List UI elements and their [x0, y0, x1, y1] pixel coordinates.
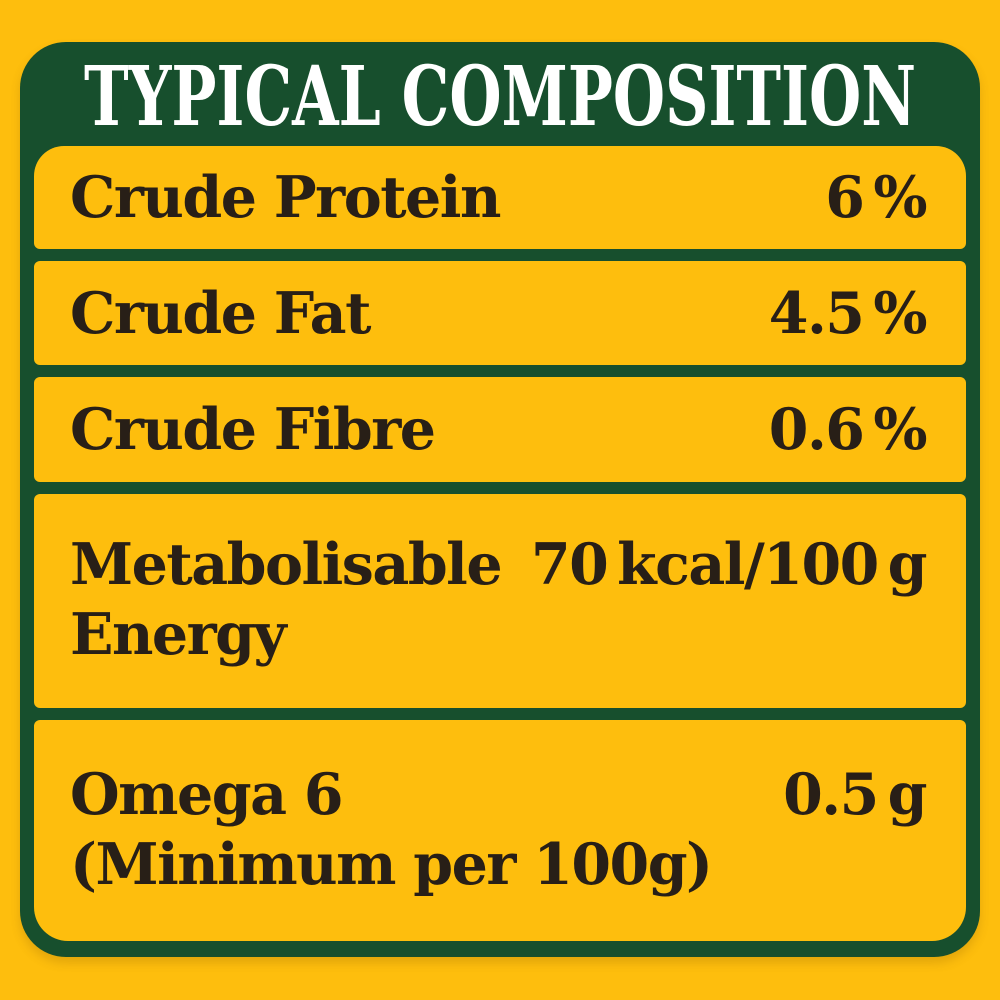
- row-label: Crude Fat: [70, 279, 371, 347]
- panel-title-graphic: TYPICAL COMPOSITION: [84, 49, 916, 145]
- row-label-text: Crude Protein: [70, 164, 501, 231]
- composition-table: Crude Protein 6 % Crude Fat 4.5 % Crude …: [34, 146, 966, 941]
- table-row-crude-fibre: Crude Fibre 0.6 %: [34, 377, 966, 482]
- row-label-text: Omega 6: [70, 761, 344, 828]
- row-label-text: Energy: [70, 601, 287, 668]
- row-label: Crude Fibre: [70, 396, 436, 463]
- composition-panel: TYPICAL COMPOSITION Crude Protein 6 % Cr…: [20, 42, 980, 957]
- row-label: Metabolisable Energy: [70, 530, 503, 670]
- panel-header: TYPICAL COMPOSITION: [34, 42, 966, 146]
- row-value: 6 %: [825, 164, 927, 231]
- row-label-text: Crude Fat: [70, 279, 371, 347]
- row-label-text: Metabolisable: [70, 531, 503, 598]
- row-label-text: (Minimum per 100g): [70, 831, 713, 898]
- table-row-omega-6: Omega 6 (Minimum per 100g) 0.5 g: [34, 720, 966, 941]
- row-label: Omega 6 (Minimum per 100g): [70, 760, 713, 900]
- table-row-metabolisable-energy: Metabolisable Energy 70 kcal/100 g: [34, 494, 966, 708]
- row-value: 4.5 %: [768, 279, 928, 347]
- row-label: Crude Protein: [70, 164, 501, 231]
- row-value: 70 kcal/100 g: [530, 531, 928, 598]
- page-title: TYPICAL COMPOSITION: [84, 49, 916, 145]
- row-label-text: Crude Fibre: [70, 396, 436, 463]
- row-value: 0.6 %: [768, 396, 928, 463]
- table-row-crude-protein: Crude Protein 6 %: [34, 146, 966, 249]
- row-value: 0.5 g: [783, 761, 927, 828]
- table-row-crude-fat: Crude Fat 4.5 %: [34, 261, 966, 365]
